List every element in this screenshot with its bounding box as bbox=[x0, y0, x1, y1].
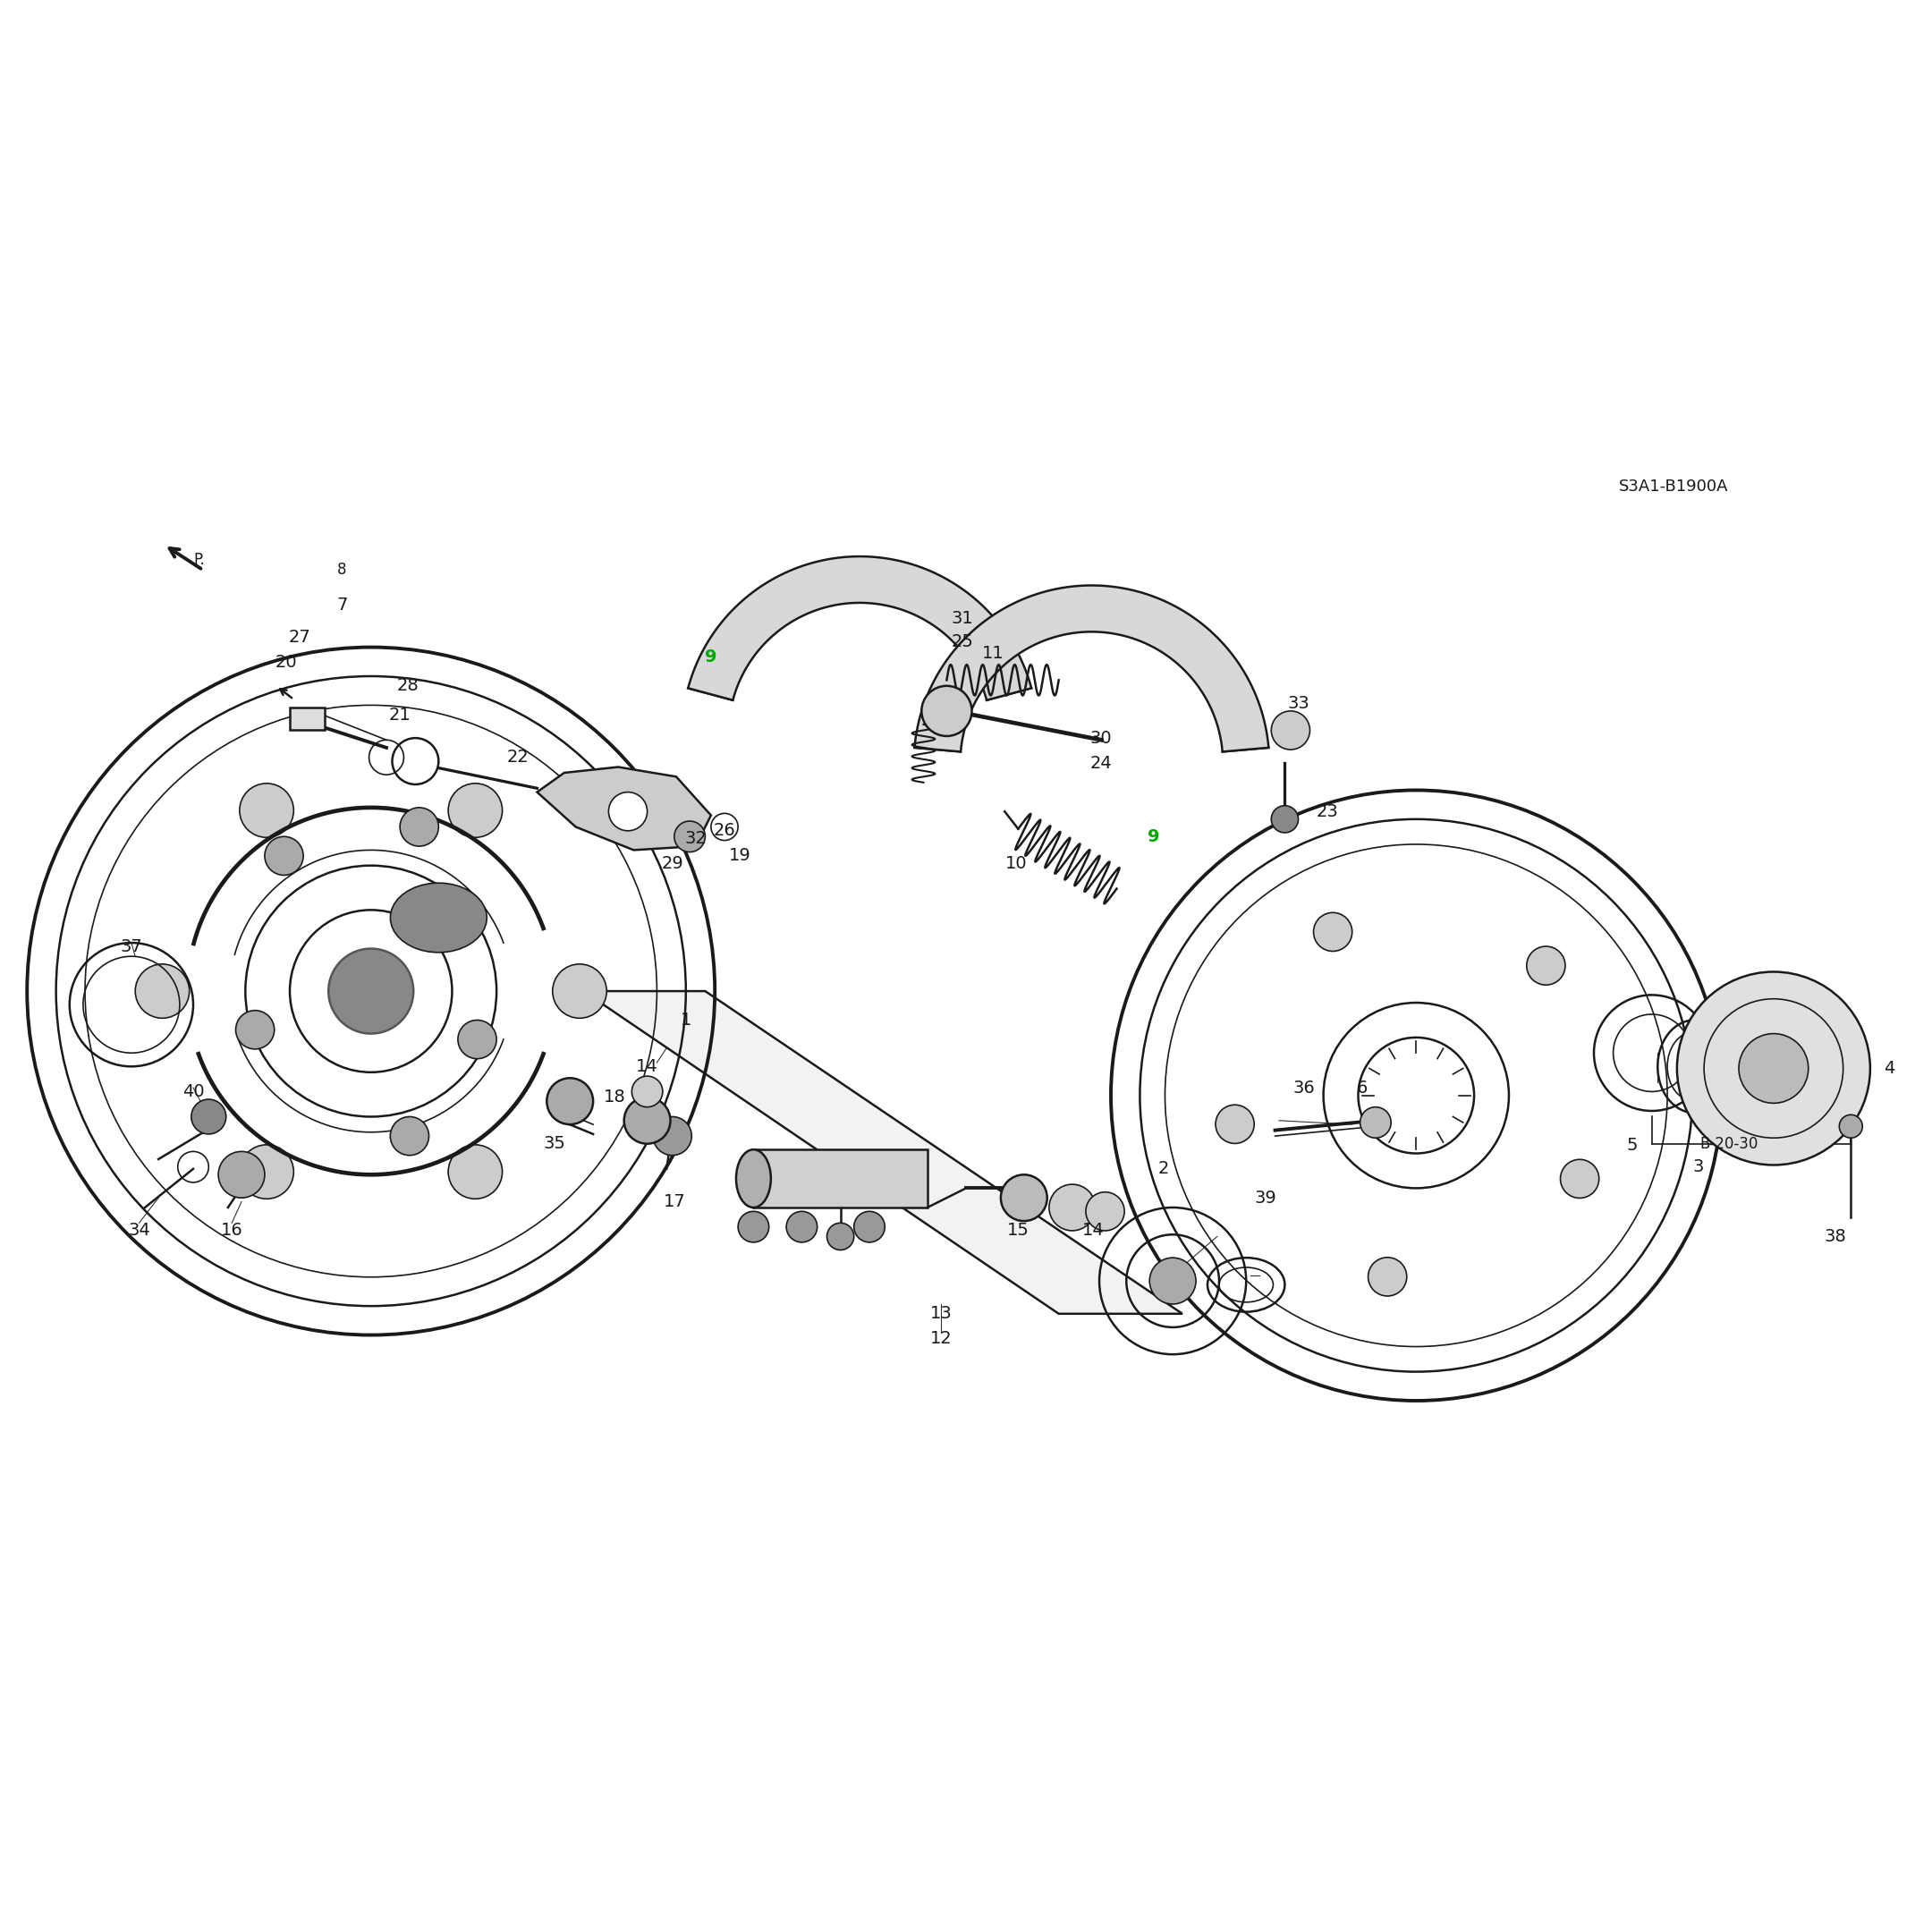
Circle shape bbox=[1839, 1115, 1862, 1138]
Circle shape bbox=[1561, 1159, 1600, 1198]
Circle shape bbox=[236, 1010, 274, 1049]
Bar bbox=[290, 707, 325, 730]
Circle shape bbox=[328, 949, 413, 1034]
Text: 12: 12 bbox=[929, 1331, 952, 1347]
Text: 33: 33 bbox=[1287, 696, 1310, 711]
Circle shape bbox=[448, 1146, 502, 1200]
Circle shape bbox=[553, 964, 607, 1018]
Text: 29: 29 bbox=[661, 856, 684, 871]
Polygon shape bbox=[914, 585, 1269, 752]
Polygon shape bbox=[390, 883, 487, 952]
Text: 14: 14 bbox=[636, 1059, 659, 1074]
Circle shape bbox=[632, 1076, 663, 1107]
Text: 28: 28 bbox=[396, 678, 419, 694]
Text: 31: 31 bbox=[951, 611, 974, 626]
Text: 7: 7 bbox=[336, 597, 348, 612]
Text: 22: 22 bbox=[506, 750, 529, 765]
Text: 11: 11 bbox=[981, 645, 1005, 661]
Circle shape bbox=[738, 1211, 769, 1242]
Circle shape bbox=[827, 1223, 854, 1250]
Circle shape bbox=[458, 1020, 497, 1059]
Text: 14: 14 bbox=[1082, 1223, 1105, 1238]
Text: 26: 26 bbox=[713, 823, 736, 838]
Circle shape bbox=[1739, 1034, 1808, 1103]
Circle shape bbox=[390, 1117, 429, 1155]
Text: P.: P. bbox=[193, 553, 205, 568]
Bar bbox=[753, 1150, 927, 1208]
Text: 9: 9 bbox=[1148, 829, 1159, 844]
Circle shape bbox=[135, 964, 189, 1018]
Circle shape bbox=[1150, 1258, 1196, 1304]
Circle shape bbox=[400, 808, 439, 846]
Polygon shape bbox=[688, 556, 1032, 699]
Circle shape bbox=[1526, 947, 1565, 985]
Ellipse shape bbox=[736, 1150, 771, 1208]
Text: 34: 34 bbox=[128, 1223, 151, 1238]
Circle shape bbox=[1368, 1258, 1406, 1296]
Text: 1: 1 bbox=[680, 1012, 692, 1028]
Circle shape bbox=[448, 782, 502, 837]
Circle shape bbox=[218, 1151, 265, 1198]
Text: 39: 39 bbox=[1254, 1190, 1277, 1206]
Circle shape bbox=[1215, 1105, 1254, 1144]
Text: 8: 8 bbox=[338, 562, 346, 578]
Text: 23: 23 bbox=[1316, 804, 1339, 819]
Text: 18: 18 bbox=[603, 1090, 626, 1105]
Circle shape bbox=[624, 1097, 670, 1144]
Text: 21: 21 bbox=[388, 707, 412, 723]
Text: 19: 19 bbox=[728, 848, 752, 864]
Text: 32: 32 bbox=[684, 831, 707, 846]
Circle shape bbox=[1677, 972, 1870, 1165]
Text: 40: 40 bbox=[182, 1084, 205, 1099]
Text: 30: 30 bbox=[1090, 730, 1113, 746]
Circle shape bbox=[854, 1211, 885, 1242]
Circle shape bbox=[240, 782, 294, 837]
Text: 15: 15 bbox=[1007, 1223, 1030, 1238]
Circle shape bbox=[609, 792, 647, 831]
Text: 35: 35 bbox=[543, 1136, 566, 1151]
Circle shape bbox=[1086, 1192, 1124, 1231]
Circle shape bbox=[265, 837, 303, 875]
Text: 13: 13 bbox=[929, 1306, 952, 1321]
Circle shape bbox=[786, 1211, 817, 1242]
Text: 5: 5 bbox=[1627, 1138, 1638, 1153]
Text: 2: 2 bbox=[1157, 1161, 1169, 1177]
Text: 6: 6 bbox=[1356, 1080, 1368, 1095]
Polygon shape bbox=[583, 991, 1182, 1314]
Text: 38: 38 bbox=[1824, 1229, 1847, 1244]
Text: 4: 4 bbox=[1884, 1061, 1895, 1076]
Circle shape bbox=[1314, 912, 1352, 951]
Text: 16: 16 bbox=[220, 1223, 243, 1238]
Circle shape bbox=[1271, 806, 1298, 833]
Polygon shape bbox=[537, 767, 711, 850]
Text: 9: 9 bbox=[705, 649, 717, 665]
Text: 24: 24 bbox=[1090, 755, 1113, 771]
Circle shape bbox=[922, 686, 972, 736]
Text: 37: 37 bbox=[120, 939, 143, 954]
Text: 25: 25 bbox=[951, 634, 974, 649]
Circle shape bbox=[240, 1146, 294, 1200]
Text: 3: 3 bbox=[1692, 1159, 1704, 1175]
Text: 20: 20 bbox=[274, 655, 298, 670]
Text: B-20-30: B-20-30 bbox=[1700, 1136, 1758, 1151]
Circle shape bbox=[674, 821, 705, 852]
Circle shape bbox=[191, 1099, 226, 1134]
Text: 17: 17 bbox=[663, 1194, 686, 1209]
Circle shape bbox=[1001, 1175, 1047, 1221]
Text: S3A1-B1900A: S3A1-B1900A bbox=[1619, 479, 1729, 495]
Circle shape bbox=[547, 1078, 593, 1124]
Text: 36: 36 bbox=[1293, 1080, 1316, 1095]
Circle shape bbox=[1271, 711, 1310, 750]
Circle shape bbox=[392, 738, 439, 784]
Text: 27: 27 bbox=[288, 630, 311, 645]
Circle shape bbox=[653, 1117, 692, 1155]
Circle shape bbox=[1360, 1107, 1391, 1138]
Circle shape bbox=[1049, 1184, 1095, 1231]
Text: 10: 10 bbox=[1005, 856, 1028, 871]
